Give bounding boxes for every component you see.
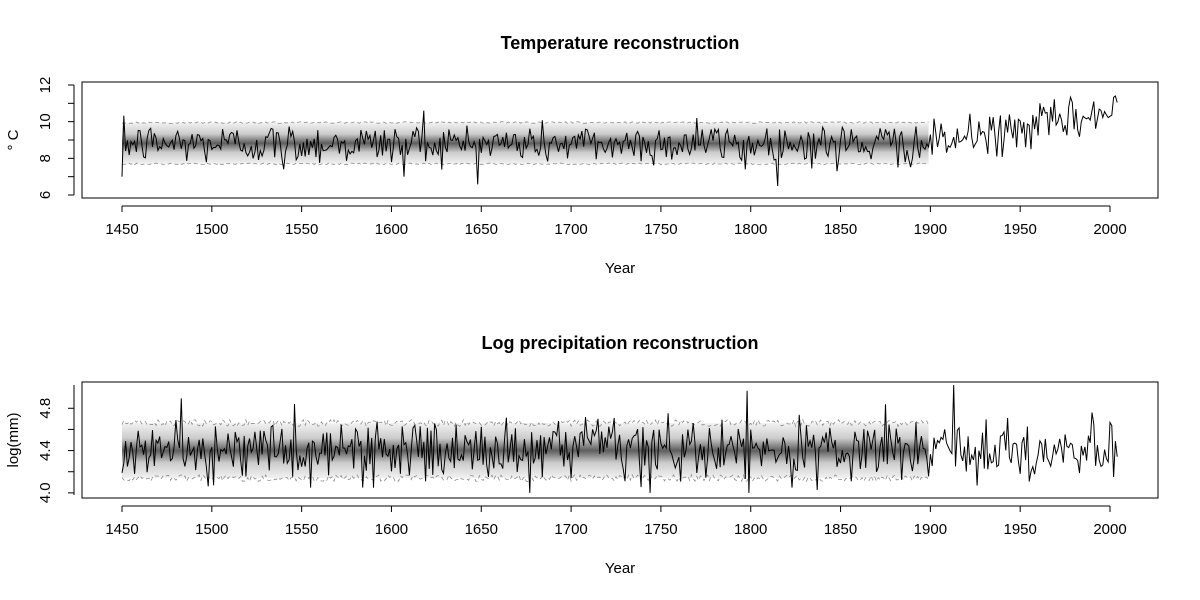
y-tick-label: 6	[37, 191, 54, 199]
x-tick-label: 1950	[1003, 521, 1036, 538]
y-tick-label: 4.4	[37, 440, 54, 461]
precipitation-panel: Log precipitation reconstruction 1450 150…	[5, 333, 1159, 577]
x-tick-label: 1450	[105, 521, 138, 538]
precipitation-y-axis: 4.0 4.4 4.8	[37, 385, 75, 503]
y-tick-label: 12	[37, 77, 54, 94]
x-tick-label: 1850	[824, 221, 857, 238]
series-line	[121, 95, 1118, 187]
x-tick-label: 1800	[734, 221, 767, 238]
x-tick-label: 2000	[1093, 521, 1126, 538]
x-tick-label: 2000	[1093, 221, 1126, 238]
x-tick-label: 1450	[105, 221, 138, 238]
interval-lower-line	[121, 473, 929, 483]
x-tick-label: 1550	[285, 221, 318, 238]
precipitation-chart-title: Log precipitation reconstruction	[481, 333, 758, 353]
x-tick-label: 1900	[914, 221, 947, 238]
y-tick-label: 10	[37, 113, 54, 130]
x-tick-label: 1550	[285, 521, 318, 538]
x-tick-label: 1750	[644, 221, 677, 238]
y-tick-label: 4.0	[37, 482, 54, 503]
temperature-plot-frame	[81, 81, 1159, 199]
x-tick-label: 1750	[644, 521, 677, 538]
precipitation-x-axis: 1450 1500 1550 1600 1650 1700 1750 1800 1850 1900…	[105, 505, 1127, 538]
x-tick-label: 1700	[554, 521, 587, 538]
x-tick-label: 1600	[375, 521, 408, 538]
precipitation-x-axis-label: Year	[605, 560, 635, 577]
x-tick-label: 1500	[195, 221, 228, 238]
x-tick-label: 1800	[734, 521, 767, 538]
precipitation-plot-area	[121, 384, 1118, 493]
temperature-x-axis: 1450 1500 1550 1600 1650 1700 1750 1800 1850 1900…	[105, 205, 1127, 238]
x-tick-label: 1650	[465, 521, 498, 538]
interval-upper-line	[121, 121, 929, 124]
x-tick-label: 1600	[375, 221, 408, 238]
precipitation-plot-frame	[81, 381, 1159, 499]
x-tick-label: 1500	[195, 521, 228, 538]
precipitation-y-axis-label: log(mm)	[5, 412, 22, 467]
temperature-y-axis: 6 8 10 12	[37, 77, 75, 199]
x-tick-label: 1700	[554, 221, 587, 238]
temperature-plot-area	[121, 95, 1118, 187]
temperature-chart-title: Temperature reconstruction	[501, 33, 740, 53]
temperature-x-axis-label: Year	[605, 260, 635, 277]
temperature-y-axis-label: ° C	[5, 129, 22, 150]
temperature-panel: Temperature reconstruction 1450 1500 1550 1…	[5, 33, 1159, 277]
x-tick-label: 1900	[914, 521, 947, 538]
x-tick-label: 1850	[824, 521, 857, 538]
x-tick-label: 1950	[1003, 221, 1036, 238]
interval-upper-line	[121, 418, 929, 428]
x-tick-label: 1650	[465, 221, 498, 238]
series-line	[121, 384, 1118, 493]
y-tick-label: 8	[37, 154, 54, 162]
interval-lower-line	[121, 162, 929, 166]
y-tick-label: 4.8	[37, 398, 54, 419]
